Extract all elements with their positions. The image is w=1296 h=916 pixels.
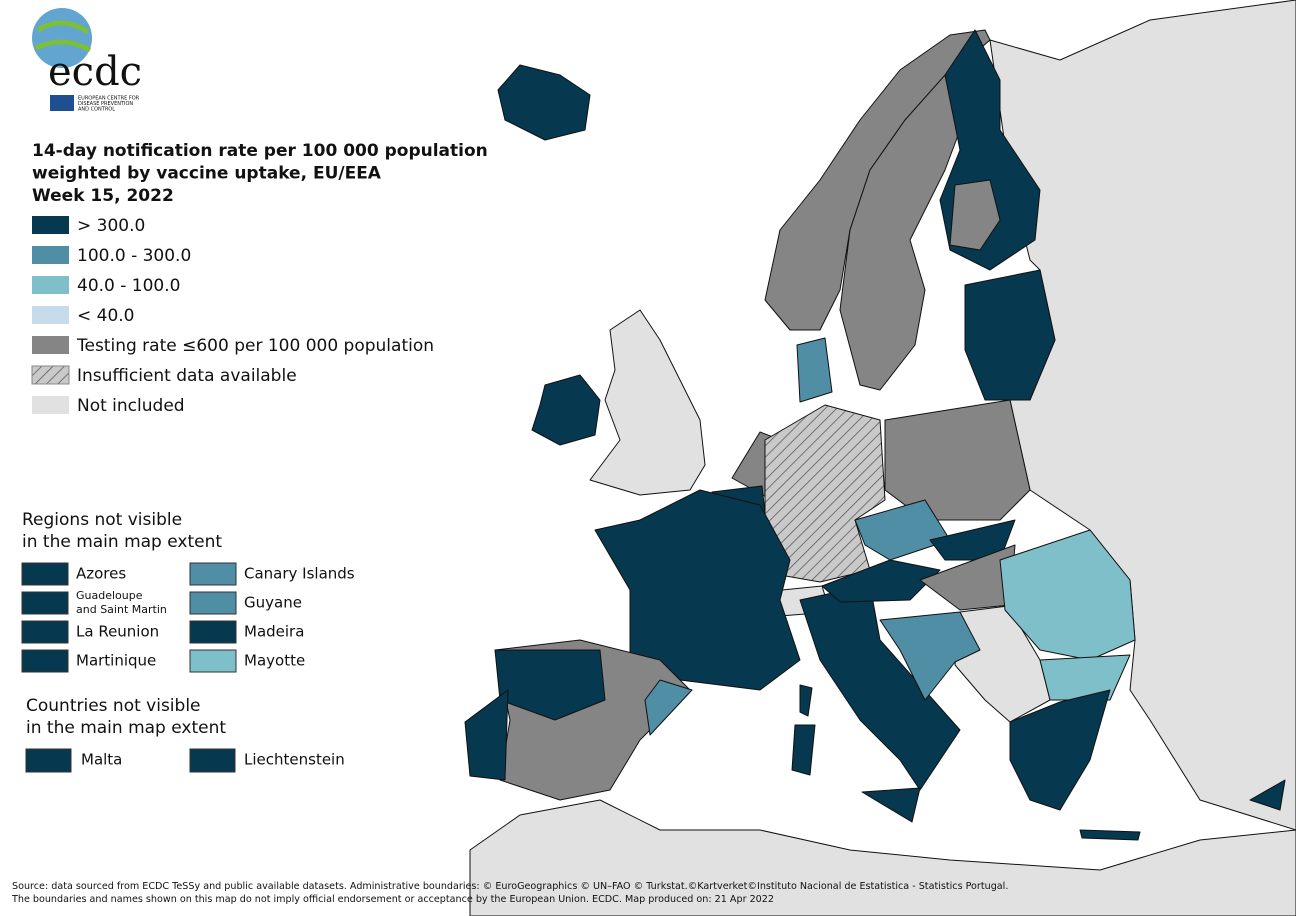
region-label: Martinique (76, 652, 156, 670)
region-label: La Reunion (76, 623, 159, 641)
corsica (799, 684, 813, 717)
portugal (464, 689, 509, 781)
region-swatch (21, 649, 69, 673)
legend-swatch (32, 336, 69, 354)
legend-swatch (32, 396, 69, 414)
finland-region (949, 179, 1001, 251)
logo-subtitle: AND CONTROL (78, 107, 115, 113)
iceland (497, 64, 591, 141)
legend-swatch (31, 365, 70, 385)
bulgaria (1039, 654, 1131, 701)
legend-title: Week 15, 2022 (32, 186, 174, 206)
legend-swatch (32, 276, 69, 294)
logo-subtitle: DISEASE PREVENTION (78, 101, 133, 107)
ireland (531, 374, 601, 446)
logo-text: ecdc (48, 49, 142, 95)
country-label: Malta (81, 751, 122, 769)
legend-label: Testing rate ≤600 per 100 000 population (76, 336, 434, 356)
sweden (839, 74, 961, 391)
region-label: Guyane (244, 594, 302, 612)
region-swatch (189, 620, 237, 644)
logo-subtitle: EUROPEAN CENTRE FOR (78, 96, 140, 102)
region-label: Canary Islands (244, 565, 355, 583)
legend-swatch (32, 216, 69, 234)
cyprus (1249, 779, 1286, 811)
regions-title: Regions not visible (22, 510, 182, 530)
united-kingdom (589, 309, 706, 496)
source-note: The boundaries and names shown on this m… (11, 894, 774, 905)
denmark (796, 337, 833, 403)
legend-label: > 300.0 (77, 216, 145, 236)
legend-label: 100.0 - 300.0 (77, 246, 191, 266)
region-swatch (21, 562, 69, 586)
catalonia (644, 679, 693, 736)
sicily (861, 787, 921, 823)
non-eu-south (469, 799, 1296, 916)
country-swatch (189, 748, 236, 773)
country-label: Liechtenstein (244, 751, 345, 769)
source-note: Source: data sourced from ECDC TeSSy and… (12, 881, 1008, 892)
legend-swatch (32, 306, 69, 324)
france (594, 489, 801, 691)
poland (884, 399, 1031, 521)
map (464, 0, 1296, 916)
country-swatch (25, 748, 72, 773)
legend-title: 14-day notification rate per 100 000 pop… (32, 141, 488, 161)
region-label: Madeira (244, 623, 304, 641)
region-label: and Saint Martin (76, 603, 167, 616)
baltics (964, 269, 1056, 401)
legend-swatch (32, 246, 69, 264)
regions-title: in the main map extent (22, 532, 222, 552)
region-swatch (21, 620, 69, 644)
crete (1079, 829, 1141, 841)
sardinia (791, 724, 816, 776)
czechia (854, 499, 951, 561)
greece (1009, 689, 1111, 811)
romania (999, 529, 1136, 661)
countries-title: Countries not visible (26, 696, 201, 716)
logo: ecdc (32, 8, 142, 111)
austria (821, 559, 941, 603)
legend-label: 40.0 - 100.0 (77, 276, 180, 296)
region-swatch (189, 649, 237, 673)
region-swatch (189, 562, 237, 586)
region-label: Mayotte (244, 652, 305, 670)
region-label: Guadeloupe (76, 589, 143, 602)
region-swatch (189, 591, 237, 615)
legend-label: Insufficient data available (77, 366, 297, 386)
legend-title: weighted by vaccine uptake, EU/EEA (32, 164, 382, 184)
region-swatch (21, 591, 69, 615)
spain-north (494, 649, 606, 721)
legend-label: < 40.0 (77, 306, 135, 326)
legend-label: Not included (77, 396, 185, 416)
countries-title: in the main map extent (26, 718, 226, 738)
italy (799, 584, 961, 791)
croatia (879, 611, 981, 701)
region-label: Azores (76, 565, 126, 583)
